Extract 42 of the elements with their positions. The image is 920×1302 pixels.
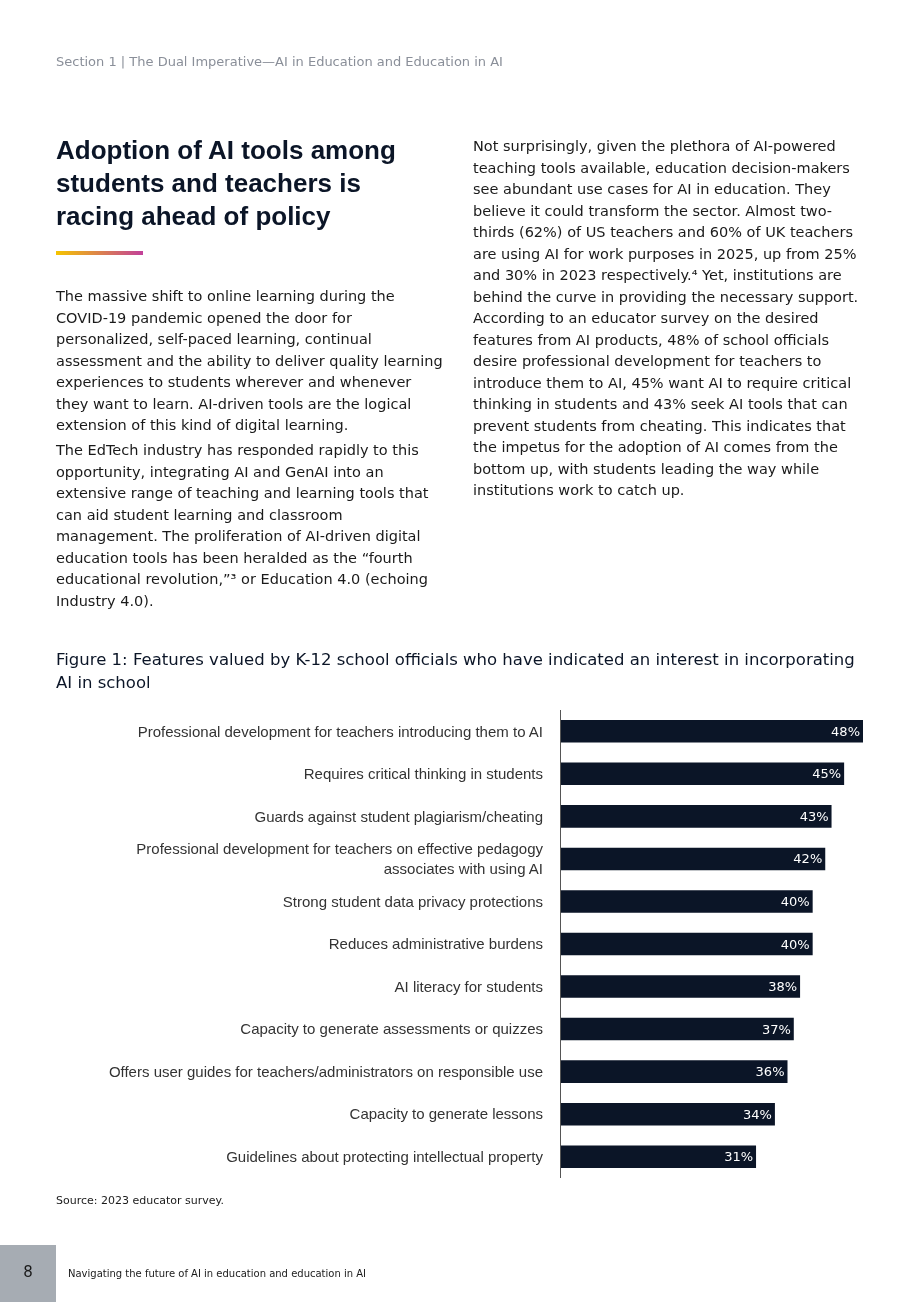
- y-tick-label: Strong student data privacy protections: [282, 892, 543, 910]
- bar: [561, 805, 832, 828]
- y-tick-label: Requires critical thinking in students: [303, 765, 543, 783]
- y-tick-label: Guards against student plagiarism/cheating: [254, 807, 543, 825]
- data-label: 36%: [755, 1064, 785, 1080]
- bar: [561, 1145, 757, 1168]
- data-label: 37%: [761, 1021, 791, 1037]
- bar: [561, 847, 826, 871]
- bar: [561, 932, 813, 956]
- chart-title: Figure 1: Features valued by K-12 school officials who have indicated an interest in incorporating AI in school: [56, 649, 856, 694]
- bar: [561, 1060, 788, 1083]
- data-label: 40%: [780, 936, 810, 952]
- text: Not surprisingly, given the plethora of AI-powered teaching tools available, education decision-makers see abundant use cases for AI in education. They believe it could transform the sector. Almost two-thirds (62%) of US teachers and 60% of UK teachers are using AI for work purposes in 2025, up from 25% and 30% in 2023 respectively.⁴ Yet, institutions are behind the curve in providing the necessary support. According to an educator survey on the desired features from AI products, 48% of school officials desire professional development for teachers to introduce them to AI, 45% want AI to require critical thinking in students and 43% seek AI tools that can prevent students from cheating. This indicates that the impetus for the adoption of AI comes from the bottom up, with students leading the way while institutions work to catch up.: [473, 138, 859, 498]
- text: Navigating the future of AI in education and education in AI: [68, 1268, 367, 1279]
- data-label: 31%: [724, 1149, 754, 1165]
- bar: [561, 890, 813, 913]
- y-tick-label: Professional development for teachers on effective pedagogy associates with using AI: [136, 840, 544, 877]
- data-label: 42%: [793, 851, 823, 867]
- text: 8: [22, 1263, 34, 1281]
- source-note: Source: 2023 educator survey.: [56, 1194, 224, 1207]
- bar: [561, 762, 845, 786]
- y-tick-label: Professional development for teachers introducing them to AI: [137, 722, 543, 740]
- text: The massive shift to online learning during the COVID-19 pandemic opened the door for personalized, self-paced learning, continual assessment and the ability to deliver quality learning experiences to students wherever and whenever they want to learn. AI-driven tools are the logical extension of this kind of digital learning.: [56, 287, 444, 435]
- data-label: 38%: [768, 979, 798, 995]
- data-label: 48%: [831, 723, 860, 739]
- y-tick-label: AI literacy for students: [394, 977, 543, 995]
- data-label: 43%: [799, 808, 829, 824]
- y-tick-label: Guidelines about protecting intellectual property: [226, 1147, 544, 1165]
- text: The EdTech industry has responded rapidly to this opportunity, integrating AI and GenAI into an extensive range of teaching and learning tools that can aid student learning and classroom management. The proliferation of AI-driven digital education tools has been heralded as the “fourth educational revolution,”³ or Education 4.0 (echoing Industry 4.0).: [56, 441, 430, 611]
- y-tick-label: Capacity to generate assessments or quizzes: [240, 1020, 543, 1038]
- bar: [561, 1102, 775, 1126]
- data-label: 34%: [743, 1106, 772, 1122]
- data-label: 40%: [780, 893, 810, 909]
- y-tick-label: Capacity to generate lessons: [349, 1105, 543, 1123]
- y-tick-label: Offers user guides for teachers/administrators on responsible use: [108, 1062, 543, 1080]
- bar: [561, 975, 801, 998]
- text: Adoption of AI tools among students and teachers is racing ahead of policy: [56, 134, 397, 233]
- y-tick-label: Reduces administrative burdens: [328, 935, 543, 953]
- bar: [561, 720, 863, 743]
- data-label: 45%: [812, 766, 842, 782]
- bar: [561, 1017, 794, 1041]
- text: Section 1 | The Dual Imperative—AI in Education and Education in AI: [56, 54, 503, 69]
